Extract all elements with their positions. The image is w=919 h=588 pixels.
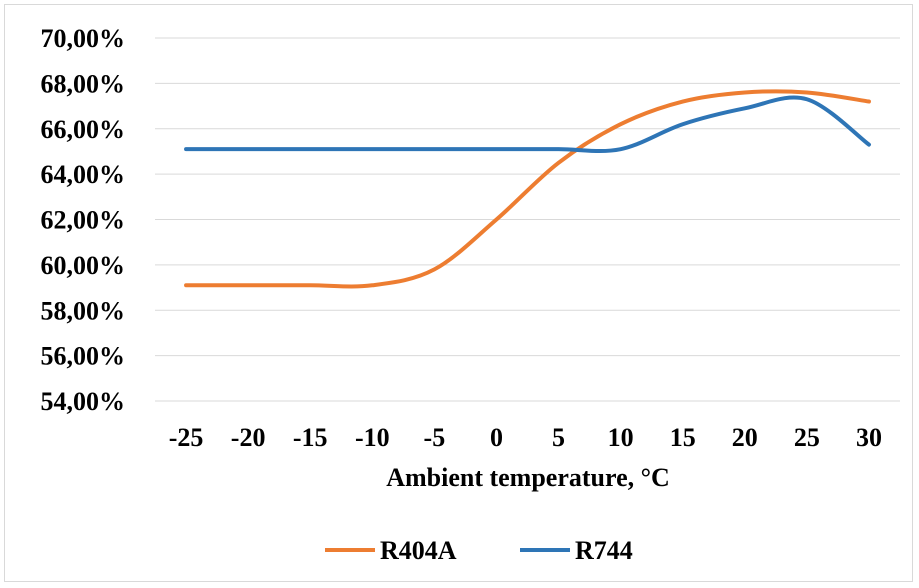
- series-line-r744: [184, 95, 871, 153]
- series-line-r404a: [184, 89, 871, 289]
- x-tick-label: 5: [552, 423, 565, 452]
- y-tick-label: 62,00%: [41, 206, 126, 235]
- y-tick-label: 68,00%: [41, 69, 126, 98]
- y-tick-label: 54,00%: [41, 387, 126, 416]
- chart-frame: [4, 4, 913, 582]
- x-tick-label: -15: [293, 423, 328, 452]
- y-tick-label: 58,00%: [41, 296, 126, 325]
- x-tick-label: 30: [856, 423, 882, 452]
- y-axis-ticks: 70,00% 68,00% 66,00% 64,00% 62,00% 60,00% 58,0…: [41, 24, 126, 416]
- x-tick-label: 15: [670, 423, 696, 452]
- y-tick-label: 66,00%: [41, 115, 126, 144]
- x-tick-label: -20: [231, 423, 266, 452]
- gridlines: [155, 37, 900, 402]
- x-axis-title: Ambient temperature, °C: [386, 463, 670, 492]
- y-tick-label: 70,00%: [41, 24, 126, 53]
- legend-label: R404A: [380, 536, 457, 565]
- x-tick-label: 0: [490, 423, 503, 452]
- series-lines: [184, 89, 871, 289]
- x-tick-label: 25: [794, 423, 820, 452]
- x-axis-ticks: -25 -20 -15 -10 -5 0 5 10 15 20 25 30: [169, 423, 882, 452]
- y-tick-label: 64,00%: [41, 160, 126, 189]
- x-tick-label: 10: [608, 423, 634, 452]
- x-tick-label: 20: [732, 423, 758, 452]
- x-tick-label: -10: [355, 423, 390, 452]
- legend-label: R744: [575, 536, 633, 565]
- x-tick-label: -5: [424, 423, 446, 452]
- y-tick-label: 56,00%: [41, 342, 126, 371]
- x-tick-label: -25: [169, 423, 204, 452]
- y-tick-label: 60,00%: [41, 251, 126, 280]
- legend: R404A R744: [325, 536, 633, 565]
